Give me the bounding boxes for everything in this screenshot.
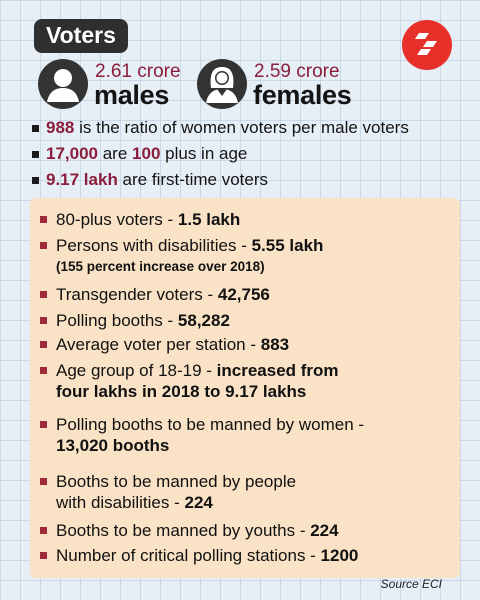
females-label: females — [253, 80, 352, 110]
males-label: males — [94, 80, 170, 110]
list-item: 9.17 lakh are first-time voters — [32, 170, 409, 196]
logo-icon — [415, 33, 437, 55]
list-item: Polling booths to be manned by women - 1… — [40, 414, 364, 456]
bullet-icon — [40, 421, 47, 428]
list-item-note: (155 percent increase over 2018) — [56, 259, 265, 274]
bullet-icon — [32, 177, 39, 184]
list-item: Booths to be manned by youths - 224 — [40, 520, 339, 541]
bullet-icon — [40, 216, 47, 223]
summary-list: 988 is the ratio of women voters per mal… — [32, 118, 409, 196]
list-item: Transgender voters - 42,756 — [40, 284, 270, 305]
page-title: Voters — [34, 19, 128, 53]
list-item: 80-plus voters - 1.5 lakh — [40, 209, 240, 230]
list-item: Average voter per station - 883 — [40, 334, 289, 355]
bullet-icon — [40, 552, 47, 559]
list-item: Booths to be manned by people with disab… — [40, 471, 296, 513]
publisher-logo — [402, 20, 452, 70]
list-item: Number of critical polling stations - 12… — [40, 545, 358, 566]
details-panel — [30, 198, 460, 578]
list-item: 17,000 are 100 plus in age — [32, 144, 409, 170]
bullet-icon — [40, 527, 47, 534]
bullet-icon — [40, 478, 47, 485]
list-item: Polling booths - 58,282 — [40, 310, 230, 331]
bullet-icon — [40, 341, 47, 348]
female-avatar-icon — [197, 59, 247, 109]
list-item: Age group of 18-19 - increased from four… — [40, 360, 339, 402]
male-avatar-icon — [38, 59, 88, 109]
list-item: 988 is the ratio of women voters per mal… — [32, 118, 409, 144]
bullet-icon — [40, 317, 47, 324]
source-credit: Source ECI — [380, 577, 442, 591]
bullet-icon — [40, 242, 47, 249]
list-item: Persons with disabilities - 5.55 lakh (1… — [40, 235, 323, 277]
males-count: 2.61 crore — [95, 61, 181, 82]
females-count: 2.59 crore — [254, 61, 340, 82]
bullet-icon — [32, 151, 39, 158]
bullet-icon — [40, 367, 47, 374]
bullet-icon — [32, 125, 39, 132]
bullet-icon — [40, 291, 47, 298]
